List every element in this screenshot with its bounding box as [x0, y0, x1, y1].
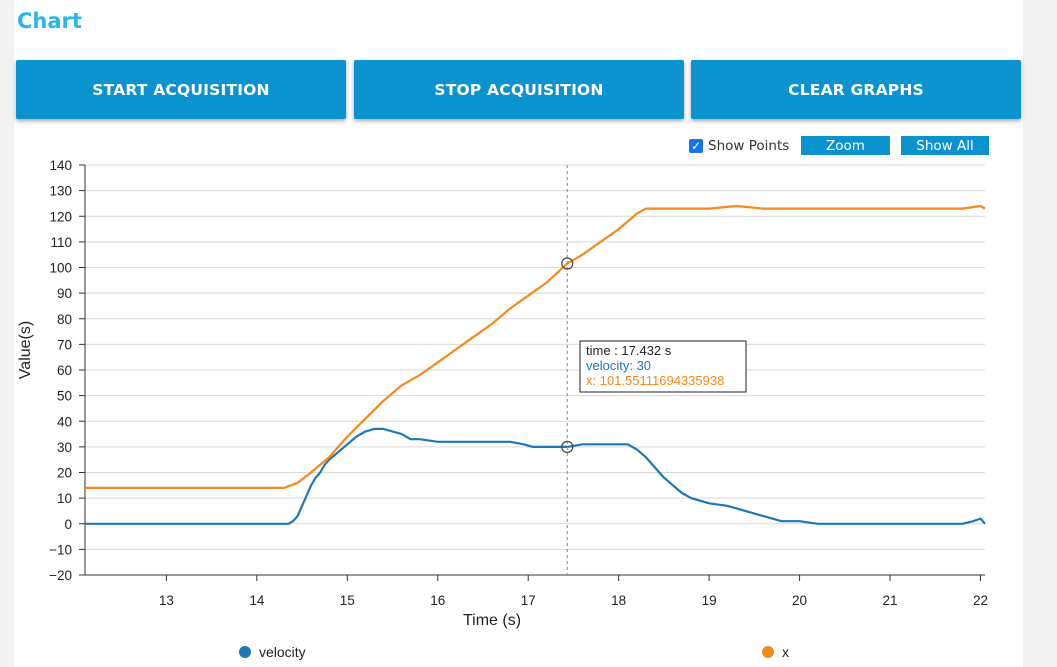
stop-acquisition-button[interactable]: STOP ACQUISITION: [354, 60, 684, 119]
legend-label-velocity: velocity: [259, 644, 306, 660]
checkbox-checked-icon[interactable]: ✓: [689, 139, 703, 153]
y-tick-label: 10: [57, 491, 72, 506]
show-points-toggle[interactable]: ✓ Show Points: [689, 137, 789, 155]
x-tick-label: 20: [792, 593, 807, 608]
y-tick-label: 110: [50, 235, 72, 250]
x-tick-label: 21: [883, 593, 898, 608]
series-line-velocity: [85, 427, 986, 525]
x-tick-label: 22: [973, 593, 988, 608]
legend-swatch-x: [762, 646, 774, 658]
hover-markers: [561, 257, 574, 453]
series-lines: [85, 204, 986, 525]
y-tick-label: 80: [57, 312, 72, 327]
x-tick-label: 15: [340, 593, 355, 608]
series-line-x: [85, 204, 986, 489]
show-all-button[interactable]: Show All: [901, 136, 989, 155]
y-tick-label: 130: [49, 184, 72, 199]
clear-graphs-button[interactable]: CLEAR GRAPHS: [691, 60, 1021, 119]
y-tick-label: −10: [49, 542, 72, 557]
y-axis-ticks: −20 −10 0 10 20 30 40 50 60 70 80 90 100 110 120 130 140: [49, 158, 85, 583]
y-tick-label: 30: [57, 440, 72, 455]
show-points-label: Show Points: [708, 138, 790, 154]
y-axis-label: Value(s): [17, 321, 34, 379]
x-axis-label: Time (s): [463, 612, 521, 629]
y-tick-label: 90: [57, 286, 72, 301]
zoom-button[interactable]: Zoom: [801, 136, 890, 155]
y-tick-label: 70: [57, 337, 72, 352]
x-tick-label: 14: [249, 593, 265, 608]
x-tick-label: 18: [611, 593, 626, 608]
legend: velocity x: [239, 644, 789, 660]
tooltip-x: x: 101.55111694335938: [586, 373, 724, 388]
x-tick-label: 13: [159, 593, 174, 608]
y-tick-label: 40: [57, 414, 72, 429]
hover-marker-velocity: [561, 440, 574, 453]
grid-lines: [85, 164, 985, 576]
x-axis-ticks: 13 14 15 16 17 18 19 20 21 22: [159, 575, 988, 608]
x-tick-label: 17: [521, 593, 536, 608]
tooltip: time : 17.432 s velocity: 30 x: 101.5511…: [579, 340, 747, 393]
y-tick-label: 120: [49, 209, 72, 224]
y-tick-label: 100: [49, 261, 72, 276]
tooltip-time: time : 17.432 s: [586, 343, 672, 358]
y-tick-label: −20: [49, 568, 72, 583]
start-acquisition-button[interactable]: START ACQUISITION: [16, 60, 346, 119]
y-tick-label: 50: [57, 389, 72, 404]
y-tick-label: 140: [49, 158, 72, 173]
x-tick-label: 16: [430, 593, 445, 608]
y-tick-label: 0: [64, 517, 72, 532]
x-tick-label: 19: [702, 593, 717, 608]
y-tick-label: 20: [57, 466, 72, 481]
legend-swatch-velocity: [239, 646, 251, 658]
tooltip-box: [579, 340, 747, 393]
legend-label-x: x: [782, 644, 789, 660]
hover-marker-x: [561, 257, 574, 270]
tooltip-velocity: velocity: 30: [586, 358, 651, 373]
y-tick-label: 60: [57, 363, 72, 378]
page-title: Chart: [17, 9, 82, 33]
